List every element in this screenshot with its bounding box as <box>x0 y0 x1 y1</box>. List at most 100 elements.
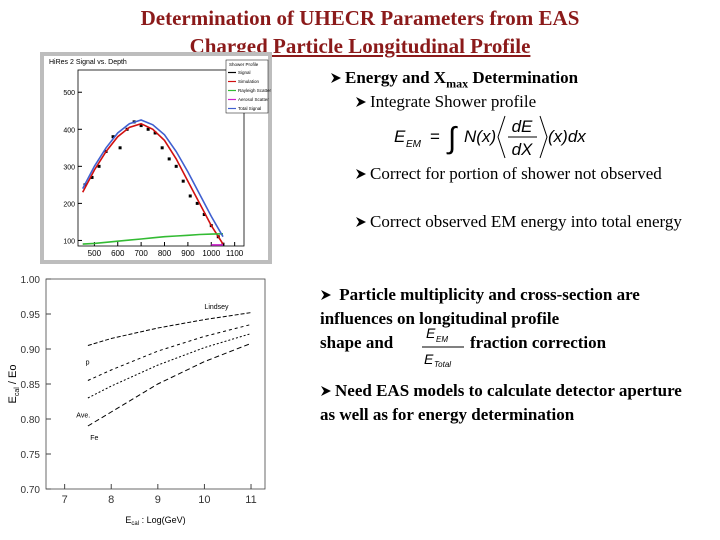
legend-label: Rayleigh Scatter <box>238 88 272 93</box>
bullet-text: Particle multiplicity and cross-section … <box>320 285 640 328</box>
formula-lhs: E <box>394 127 406 146</box>
bullet-text: shape and <box>320 333 394 352</box>
x-tick-label: 800 <box>158 249 172 258</box>
sub-bullet: Correct for portion of shower not observ… <box>355 162 695 186</box>
data-point <box>167 157 171 161</box>
x-tick-label: 500 <box>88 249 102 258</box>
bullet-text: fraction correction <box>470 333 607 352</box>
plot-area <box>77 69 245 247</box>
bullet-text: Correct for portion of shower not observ… <box>370 164 662 183</box>
data-point <box>160 146 164 150</box>
slide-title: Determination of UHECR Parameters from E… <box>140 6 580 30</box>
plot-area <box>45 278 266 490</box>
formula-brackets <box>497 115 548 159</box>
data-point <box>181 179 185 183</box>
bullet-arrow <box>321 386 331 396</box>
bullet: fraction correction <box>470 331 606 355</box>
curve-label: Ave. <box>76 413 90 420</box>
fraction-num: E <box>426 325 436 341</box>
data-point <box>153 131 157 135</box>
bullet-arrow <box>356 97 366 107</box>
x-tick-label: 1100 <box>226 249 244 258</box>
data-point <box>188 194 192 198</box>
bullet-text: Determination <box>468 68 579 87</box>
data-point <box>111 135 115 139</box>
bullet-text: Integrate Shower profile <box>370 92 537 111</box>
y-tick-label: 300 <box>63 164 75 171</box>
series-line <box>81 119 224 238</box>
x-tick-label: 900 <box>181 249 195 258</box>
legend-label: Aerosol Scatter <box>238 97 269 102</box>
bullet-arrow <box>331 73 341 83</box>
bullet-text: Energy and X <box>345 68 447 87</box>
bullet-arrow <box>356 217 366 227</box>
bullet-text: Need EAS models to calculate detector ap… <box>320 381 682 424</box>
x-axis-label: Ecal : Log(GeV) <box>125 515 185 527</box>
x-tick-label: 9 <box>155 494 161 506</box>
series-line <box>82 233 224 245</box>
bullet: Need EAS models to calculate detector ap… <box>320 379 690 427</box>
y-tick-label: 0.70 <box>21 485 41 496</box>
bullet-arrow <box>321 290 331 300</box>
curve-label: Lindsey <box>204 304 229 311</box>
formula-lhs-sub: EM <box>406 139 422 150</box>
y-tick-label: 100 <box>63 238 75 245</box>
x-tick-label: 600 <box>111 249 125 258</box>
y-axis-label-part: cal <box>14 387 21 396</box>
formula: E EM = ∫ N(x) dE dX (x)dx <box>394 115 586 159</box>
y-tick-label: 0.75 <box>21 450 41 461</box>
x-axis-label-part: cal <box>131 521 139 527</box>
fraction: E EM E Total <box>422 325 464 369</box>
y-axis-label-part: / Eo <box>7 365 19 388</box>
curve-label: Fe <box>90 435 98 442</box>
bullet-text: Correct observed EM energy into total en… <box>370 212 682 231</box>
x-tick-label: 10 <box>198 494 210 506</box>
series-line <box>81 122 224 245</box>
bullet: Energy and Xmax Determination <box>330 66 578 95</box>
legend-box <box>225 59 269 114</box>
x-tick-label: 700 <box>134 249 148 258</box>
data-point <box>97 164 101 168</box>
bullet-arrow <box>356 169 366 179</box>
x-tick-label: 1000 <box>202 249 220 258</box>
signal-depth-plot: HiRes 2 Signal vs. Depth 500 600 700 800 900 1… <box>40 52 272 264</box>
legend-label: Total Signal <box>238 106 261 111</box>
formula-n: N(x) <box>464 127 496 146</box>
sub-bullet: Correct observed EM energy into total en… <box>355 210 695 234</box>
x-axis-label-part: : Log(GeV) <box>139 515 186 525</box>
bullet: Particle multiplicity and cross-section … <box>320 283 680 331</box>
data-point <box>195 201 199 205</box>
y-tick-label: 400 <box>63 127 75 134</box>
formula-rest: (x)dx <box>548 127 586 146</box>
data-point <box>139 124 143 128</box>
plot-title: HiRes 2 Signal vs. Depth <box>49 59 127 66</box>
bullet: shape and <box>320 331 393 355</box>
energy-correction-plot: 7 8 9 10 11 0.70 0.75 0.80 0.85 0.90 0.95 1.00 Linds… <box>7 275 266 527</box>
y-tick-label: 0.85 <box>21 380 41 391</box>
data-point <box>174 164 178 168</box>
data-point <box>118 146 122 150</box>
legend-label: Simulation <box>238 79 260 84</box>
data-point <box>202 213 206 217</box>
formula-integral: ∫ <box>446 122 458 155</box>
legend-label: Signal <box>238 70 251 75</box>
y-tick-label: 0.80 <box>21 415 41 426</box>
subscript: max <box>446 76 469 91</box>
fraction-den-sub: Total <box>434 360 451 369</box>
series-line <box>87 342 252 427</box>
x-tick-label: 8 <box>108 494 114 506</box>
y-tick-label: 0.95 <box>21 310 41 321</box>
series-line <box>87 333 252 399</box>
fraction-den: E <box>424 351 434 367</box>
series-line <box>87 324 252 381</box>
formula-eq: = <box>430 127 440 146</box>
curve-label: p <box>86 359 90 366</box>
data-point <box>90 175 94 179</box>
series-line <box>87 312 252 346</box>
formula-num: dE <box>512 117 533 136</box>
x-tick-label: 7 <box>62 494 68 506</box>
sub-bullet: Integrate Shower profile <box>355 90 536 114</box>
y-axis-label-part: E <box>7 396 19 403</box>
